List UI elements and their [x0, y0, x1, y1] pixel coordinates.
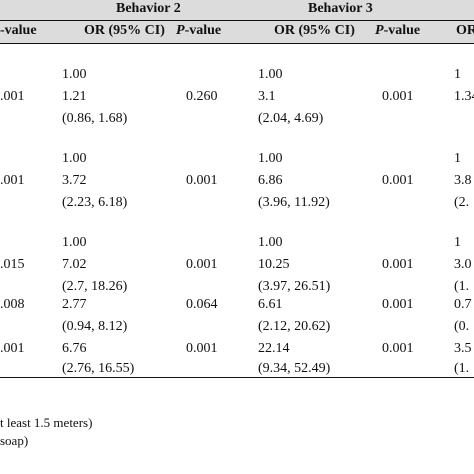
next-or-ref: 1: [454, 151, 461, 166]
b2-or-ci: (2.76, 16.55): [62, 361, 135, 376]
prev-p-value: .001: [0, 89, 25, 104]
b3-or-value: 10.25: [258, 257, 290, 272]
b3-or-ci: (3.97, 26.51): [258, 279, 331, 294]
b3-or-ref: 1.00: [258, 151, 283, 166]
column-header-or-next: OR: [456, 23, 474, 38]
table-header-band: [0, 0, 474, 44]
b2-or-ci: (0.86, 1.68): [62, 111, 128, 126]
next-or-value: 1.34: [454, 89, 474, 104]
b3-or-ci: (9.34, 52.49): [258, 361, 331, 376]
b2-p-value: 0.001: [186, 173, 218, 188]
b2-or-ref: 1.00: [62, 151, 87, 166]
prev-p-value: .015: [0, 257, 25, 272]
prev-p-value: .001: [0, 173, 25, 188]
b2-or-value: 2.77: [62, 297, 87, 312]
column-header-or-b2: OR (95% CI): [84, 23, 165, 38]
b2-p-value: 0.001: [186, 257, 218, 272]
group-header-behavior-2: Behavior 2: [116, 1, 181, 16]
next-or-ci: (1.: [454, 361, 470, 376]
b3-or-ref: 1.00: [258, 67, 283, 82]
table-footnote: soap): [0, 433, 29, 448]
b3-or-ci: (3.96, 11.92): [258, 195, 330, 210]
b2-or-ci: (0.94, 8.12): [62, 319, 128, 334]
b2-p-value: 0.001: [186, 341, 218, 356]
b3-or-value: 6.86: [258, 173, 283, 188]
column-header-p-value-b3: P-value: [375, 23, 421, 38]
header-divider-bottom: [0, 43, 474, 44]
b2-or-ref: 1.00: [62, 235, 87, 250]
b3-p-value: 0.001: [382, 297, 414, 312]
prev-p-value: .008: [0, 297, 25, 312]
next-or-value: 3.5: [454, 341, 472, 356]
next-or-value: 3.0: [454, 257, 472, 272]
table-bottom-rule: [0, 377, 474, 378]
b3-p-value: 0.001: [382, 89, 414, 104]
b3-or-ci: (2.04, 4.69): [258, 111, 324, 126]
next-or-ci: (2.: [454, 195, 470, 210]
b2-or-value: 1.21: [62, 89, 87, 104]
b2-or-value: 6.76: [62, 341, 87, 356]
b3-or-value: 3.1: [258, 89, 276, 104]
b2-p-value: 0.064: [186, 297, 218, 312]
b2-p-value: 0.260: [186, 89, 218, 104]
b3-or-ci: (2.12, 20.62): [258, 319, 331, 334]
b2-or-value: 7.02: [62, 257, 87, 272]
next-or-ci: (1.: [454, 279, 470, 294]
group-header-behavior-3: Behavior 3: [308, 1, 373, 16]
next-or-ci: (0.: [454, 319, 470, 334]
b3-or-ref: 1.00: [258, 235, 283, 250]
column-header-or-b3: OR (95% CI): [274, 23, 355, 38]
column-header-p-value-prev: -value: [0, 23, 37, 38]
table-footnote: t least 1.5 meters): [0, 415, 93, 430]
b2-or-ci: (2.7, 18.26): [62, 279, 128, 294]
header-divider-top: [0, 20, 474, 21]
prev-p-value: .001: [0, 341, 25, 356]
b2-or-ref: 1.00: [62, 67, 87, 82]
b2-or-value: 3.72: [62, 173, 87, 188]
b3-p-value: 0.001: [382, 341, 414, 356]
next-or-ref: 1: [454, 235, 461, 250]
next-or-value: 3.8: [454, 173, 472, 188]
b2-or-ci: (2.23, 6.18): [62, 195, 128, 210]
next-or-value: 0.7: [454, 297, 472, 312]
b3-or-value: 22.14: [258, 341, 290, 356]
column-header-p-value-b2: P-value: [176, 23, 222, 38]
b3-p-value: 0.001: [382, 173, 414, 188]
next-or-ref: 1: [454, 67, 461, 82]
b3-p-value: 0.001: [382, 257, 414, 272]
b3-or-value: 6.61: [258, 297, 283, 312]
